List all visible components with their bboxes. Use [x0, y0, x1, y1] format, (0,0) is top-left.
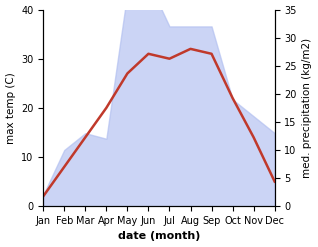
Y-axis label: max temp (C): max temp (C) [5, 72, 16, 144]
X-axis label: date (month): date (month) [118, 231, 200, 242]
Y-axis label: med. precipitation (kg/m2): med. precipitation (kg/m2) [302, 38, 313, 178]
